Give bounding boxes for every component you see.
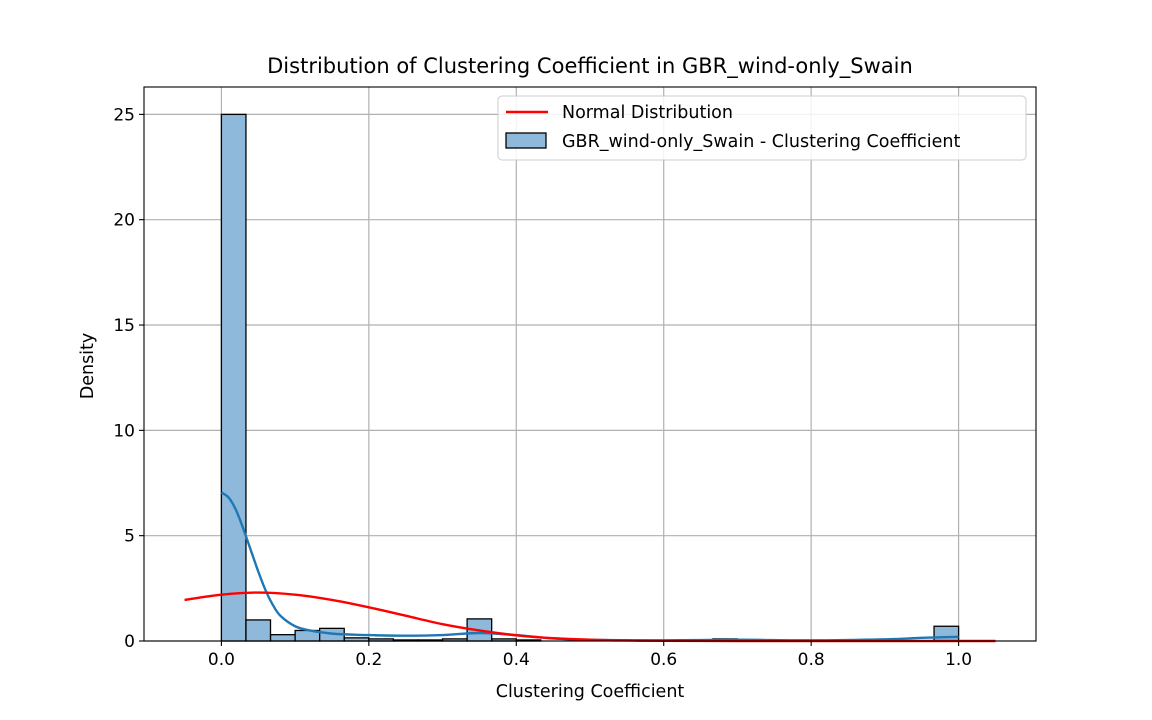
- histogram-bar: [245, 619, 272, 642]
- y-tick-label: 10: [113, 421, 135, 441]
- plot-area: 0.0 0.2 0.4 0.6 0.8 1.0 0 5 10 15 20 25: [113, 86, 1037, 670]
- x-tick-label: 0.8: [798, 650, 825, 670]
- ticks-layer: 0.0 0.2 0.4 0.6 0.8 1.0 0 5 10 15 20 25: [113, 105, 972, 670]
- axes-frame: [143, 86, 1037, 642]
- legend-box: [497, 95, 1027, 161]
- y-tick-label: 15: [113, 316, 135, 336]
- x-tick-label: 0.0: [208, 650, 235, 670]
- y-tick-label: 25: [113, 105, 135, 125]
- y-tick-label: 5: [124, 527, 135, 547]
- x-tick-label: 0.4: [503, 650, 530, 670]
- y-tick-label: 20: [113, 211, 135, 231]
- histogram-bar: [933, 625, 960, 642]
- legend-histogram-swatch: [505, 132, 547, 149]
- x-tick-label: 0.6: [650, 650, 677, 670]
- chart-title: Distribution of Clustering Coefficient i…: [267, 54, 913, 79]
- y-tick-label: 0: [124, 632, 135, 652]
- legend: Normal Distribution GBR_wind-only_Swain …: [497, 95, 1027, 161]
- grid-layer: [144, 87, 1036, 642]
- x-tick-label: 1.0: [945, 650, 972, 670]
- legend-normal-label: Normal Distribution: [562, 103, 733, 123]
- kde-curve: [220, 491, 959, 642]
- histogram-bar: [269, 634, 296, 642]
- histogram-bars: [220, 113, 960, 642]
- x-axis-label: Clustering Coefficient: [496, 682, 685, 702]
- histogram-bar: [220, 113, 247, 642]
- y-axis-label: Density: [78, 333, 98, 400]
- x-tick-label: 0.2: [355, 650, 382, 670]
- legend-histogram-label: GBR_wind-only_Swain - Clustering Coeffic…: [562, 132, 960, 152]
